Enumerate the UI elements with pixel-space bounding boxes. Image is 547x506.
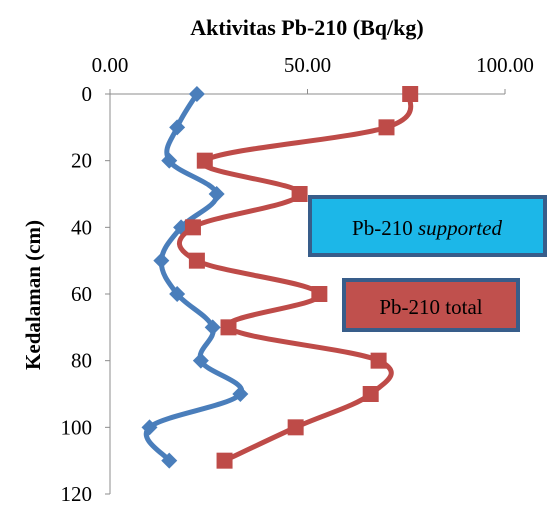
data-point	[196, 152, 213, 169]
data-point	[184, 219, 201, 236]
y-tick-label: 120	[61, 482, 93, 506]
series-1	[176, 86, 419, 469]
callout-label-main: Pb-210	[352, 216, 418, 240]
callout-label: Pb-210 supported	[352, 216, 502, 240]
callout-1: Pb-210 total	[342, 278, 520, 332]
series-line	[144, 91, 245, 464]
data-point	[220, 319, 237, 336]
callout-box	[308, 195, 547, 257]
callout-layer: Pb-210 supported Pb-210 total	[308, 195, 547, 332]
x-axis: 0.00 50.00 100.00	[92, 53, 534, 95]
series-layer	[141, 86, 419, 469]
y-axis: 0 20 40 60 80 100 120	[61, 82, 111, 506]
y-tick-label: 100	[61, 415, 93, 439]
callout-label: Pb-210 total	[379, 295, 482, 319]
y-tick-label: 40	[71, 215, 92, 239]
data-point	[204, 319, 221, 336]
data-point	[208, 186, 225, 202]
data-point	[188, 252, 205, 269]
y-tick-label: 80	[71, 349, 92, 373]
y-tick-label: 60	[71, 282, 92, 306]
callout-0: Pb-210 supported	[308, 195, 547, 257]
callout-box	[342, 278, 520, 332]
callout-label-italic: supported	[418, 216, 503, 240]
data-point	[169, 119, 186, 136]
x-tick-label: 100.00	[476, 53, 534, 77]
data-point	[192, 352, 209, 369]
data-point	[216, 452, 233, 469]
y-tick-label: 0	[82, 82, 93, 106]
data-point	[169, 286, 186, 302]
data-point	[402, 86, 419, 102]
data-point	[141, 419, 158, 436]
data-point	[232, 386, 249, 402]
data-point	[287, 419, 304, 436]
series-0	[141, 86, 249, 469]
data-point	[378, 119, 395, 136]
data-point	[362, 386, 379, 402]
data-point	[311, 286, 328, 302]
x-tick-label: 50.00	[284, 53, 331, 77]
y-tick-label: 20	[71, 149, 92, 173]
data-point	[161, 452, 178, 469]
data-point	[370, 352, 387, 369]
chart-title: Aktivitas Pb-210 (Bq/kg)	[190, 15, 423, 40]
callout-label-main: Pb-210 total	[379, 295, 482, 319]
data-point	[153, 252, 170, 269]
data-point	[291, 186, 308, 202]
y-axis-label: Kedalaman (cm)	[21, 220, 45, 370]
data-point	[161, 152, 178, 169]
data-point	[188, 86, 205, 102]
x-tick-label: 0.00	[92, 53, 129, 77]
